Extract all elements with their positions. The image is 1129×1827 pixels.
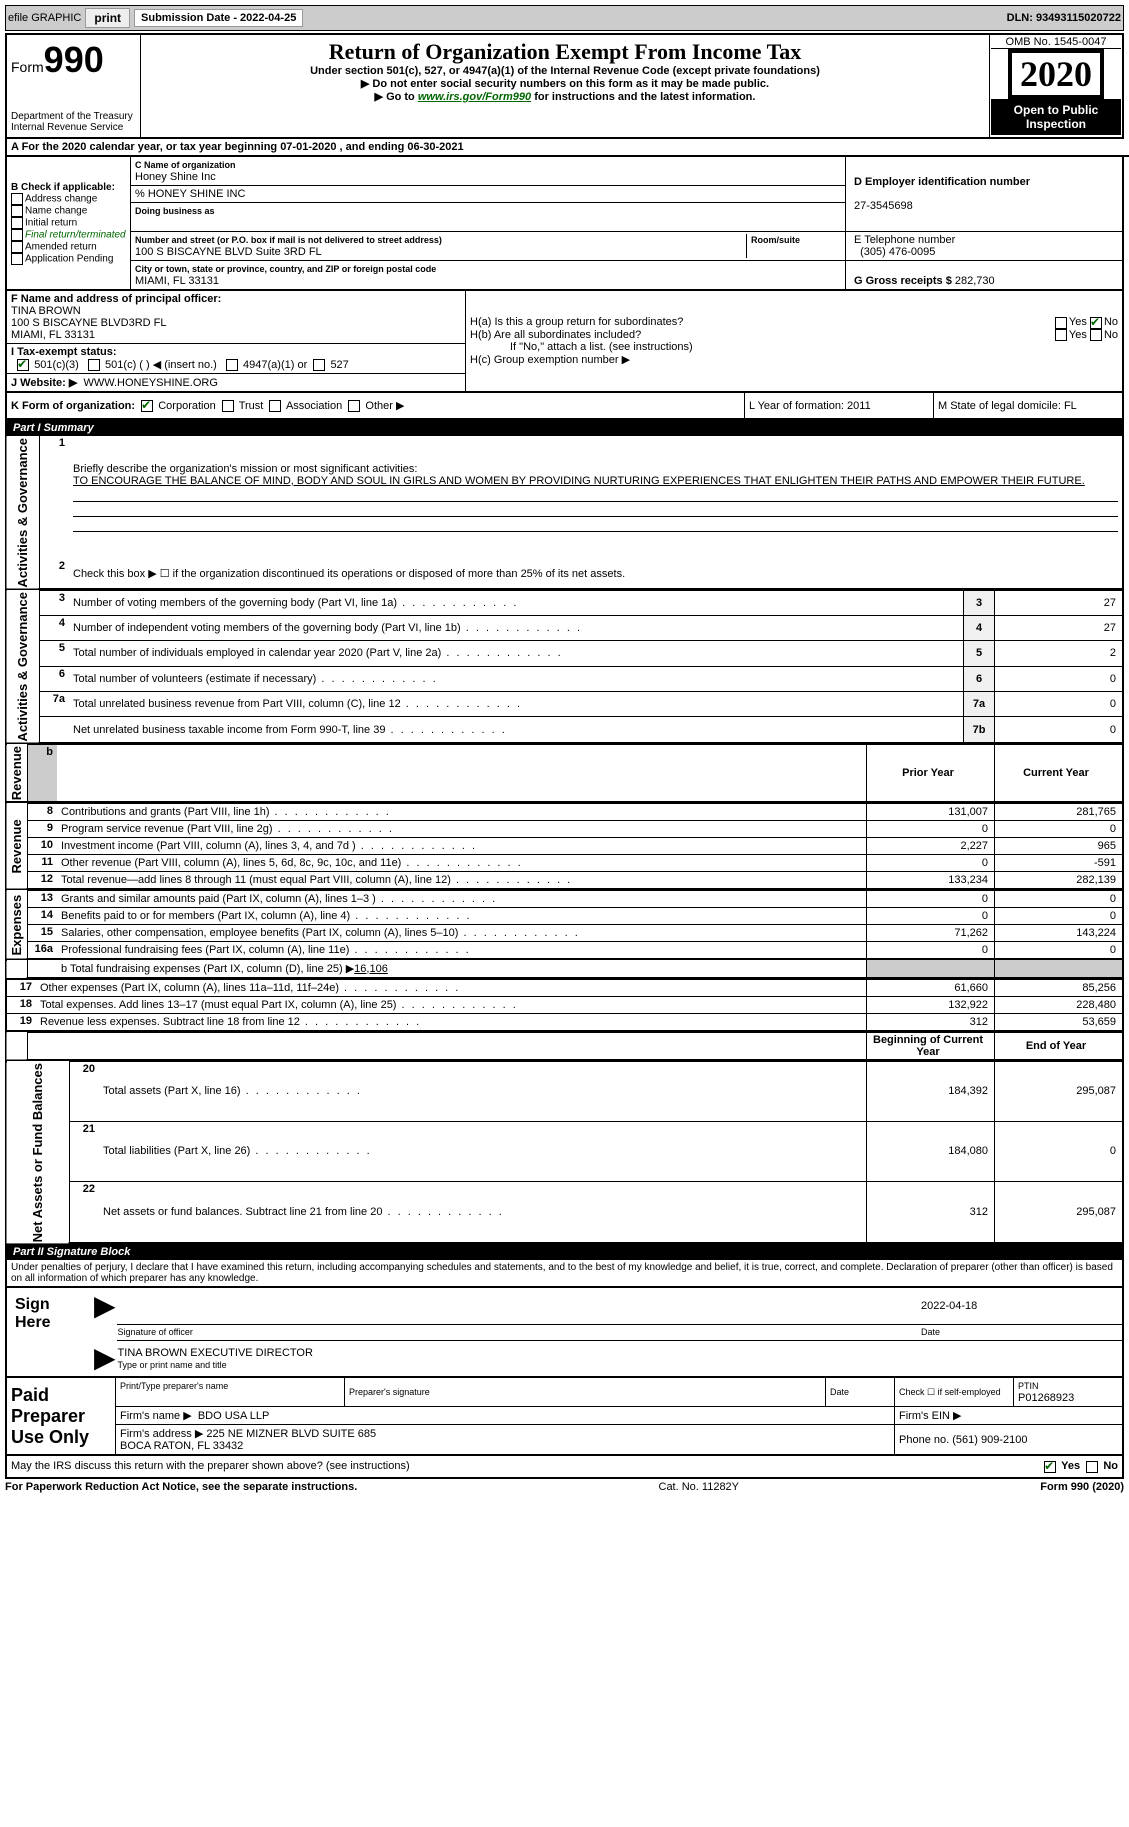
- table-row: 5Total number of individuals employed in…: [6, 641, 1123, 666]
- table-row: 7aTotal unrelated business revenue from …: [6, 691, 1123, 716]
- firm-phone: (561) 909-2100: [952, 1434, 1027, 1446]
- box-e: E Telephone number (305) 476-0095: [846, 232, 1124, 261]
- note-ssn: ▶ Do not enter social security numbers o…: [145, 77, 985, 90]
- entity-block: B Check if applicable: Address change Na…: [5, 157, 1124, 291]
- note-goto: ▶ Go to www.irs.gov/Form990 for instruct…: [145, 90, 985, 103]
- paid-preparer-label: Paid Preparer Use Only: [6, 1378, 116, 1455]
- table-row: Activities & Governance3Number of voting…: [6, 590, 1123, 615]
- efile-label: efile GRAPHIC: [8, 12, 81, 24]
- table-row: 6Total number of volunteers (estimate if…: [6, 666, 1123, 691]
- table-row: 21Total liabilities (Part X, line 26)184…: [6, 1121, 1123, 1181]
- gov-table: Activities & Governance3Number of voting…: [5, 590, 1124, 744]
- officer-block: F Name and address of principal officer:…: [5, 291, 1124, 393]
- tab-governance: Activities & Governance: [6, 436, 40, 589]
- line-l: L Year of formation: 2011: [745, 393, 934, 419]
- table-row: 10Investment income (Part VIII, column (…: [6, 837, 1123, 854]
- col-end: End of Year: [995, 1032, 1124, 1060]
- line-a: A For the 2020 calendar year, or tax yea…: [5, 139, 1129, 157]
- table-row: 16aProfessional fundraising fees (Part I…: [6, 941, 1123, 959]
- part1-body: Activities & Governance 1 Briefly descri…: [5, 436, 1124, 590]
- penalty-text: Under penalties of perjury, I declare th…: [5, 1260, 1124, 1288]
- officer-name: TINA BROWN EXECUTIVE DIRECTOR: [118, 1347, 313, 1359]
- line-j: J Website: ▶ WWW.HONEYSHINE.ORG: [6, 374, 466, 393]
- arrow-icon: ▶: [93, 1288, 117, 1324]
- irs-link[interactable]: www.irs.gov/Form990: [418, 91, 531, 103]
- firm-name: BDO USA LLP: [198, 1410, 270, 1422]
- table-row: 18Total expenses. Add lines 13–17 (must …: [6, 996, 1123, 1013]
- table-row: Net Assets or Fund Balances20Total asset…: [6, 1061, 1123, 1121]
- col-prior: Prior Year: [867, 744, 995, 801]
- box-h: H(a) Is this a group return for subordin…: [466, 291, 1124, 392]
- rev-table: Revenue8Contributions and grants (Part V…: [5, 803, 1124, 890]
- mission-text: TO ENCOURAGE THE BALANCE OF MIND, BODY A…: [73, 475, 1085, 487]
- line-2: Check this box ▶ ☐ if the organization d…: [69, 559, 1123, 589]
- table-row: 14Benefits paid to or for members (Part …: [6, 907, 1123, 924]
- ptin-value: P01268923: [1018, 1392, 1074, 1404]
- form-number: Form990: [11, 39, 136, 81]
- exp-table: Expenses13Grants and similar amounts pai…: [5, 890, 1124, 960]
- part2-header: Part II Signature Block: [5, 1244, 1124, 1260]
- table-row: 12Total revenue—add lines 8 through 11 (…: [6, 871, 1123, 889]
- box-b: B Check if applicable: Address change Na…: [6, 157, 131, 290]
- table-row: Revenue8Contributions and grants (Part V…: [6, 803, 1123, 820]
- submission-date: Submission Date - 2022-04-25: [134, 9, 303, 27]
- table-row: 4Number of independent voting members of…: [6, 616, 1123, 641]
- tab-revenue: Revenue: [6, 744, 28, 801]
- sign-date: 2022-04-18: [921, 1300, 1121, 1312]
- print-button[interactable]: print: [85, 8, 130, 28]
- box-c-addr: Number and street (or P.O. box if mail i…: [131, 232, 846, 261]
- tax-year: 2020: [1008, 49, 1104, 99]
- table-row: 9Program service revenue (Part VIII, lin…: [6, 820, 1123, 837]
- box-g: G Gross receipts $ 282,730: [846, 261, 1124, 291]
- col-beginning: Beginning of Current Year: [867, 1032, 995, 1060]
- self-employed-check[interactable]: Check ☐ if self-employed: [895, 1378, 1014, 1407]
- page-footer: For Paperwork Reduction Act Notice, see …: [5, 1481, 1124, 1493]
- paid-preparer-block: Paid Preparer Use Only Print/Type prepar…: [5, 1378, 1124, 1456]
- line-klm: K Form of organization: Corporation Trus…: [5, 393, 1124, 420]
- net-header: Beginning of Current Year End of Year: [5, 1032, 1124, 1061]
- table-row: Net unrelated business taxable income fr…: [6, 717, 1123, 743]
- table-row: 19Revenue less expenses. Subtract line 1…: [6, 1013, 1123, 1031]
- open-inspection: Open to Public Inspection: [991, 99, 1121, 135]
- col-current: Current Year: [995, 744, 1124, 801]
- box-c-name: C Name of organizationHoney Shine Inc % …: [131, 157, 846, 232]
- box-c-city: City or town, state or province, country…: [131, 261, 846, 291]
- box-d: D Employer identification number 27-3545…: [846, 157, 1124, 232]
- box-f: F Name and address of principal officer:…: [6, 291, 466, 344]
- form-title: Return of Organization Exempt From Incom…: [145, 39, 985, 65]
- table-row: 11Other revenue (Part VIII, column (A), …: [6, 854, 1123, 871]
- dln-label: DLN: 93493115020722: [1007, 12, 1121, 24]
- net-table: Net Assets or Fund Balances20Total asset…: [5, 1061, 1124, 1245]
- top-toolbar: efile GRAPHIC print Submission Date - 20…: [5, 5, 1124, 31]
- part1-header: Part I Summary: [5, 420, 1124, 436]
- exp2-table: 17Other expenses (Part IX, column (A), l…: [5, 979, 1124, 1032]
- omb-number: OMB No. 1545-0047: [991, 36, 1121, 49]
- dept-treasury: Department of the Treasury Internal Reve…: [11, 111, 136, 133]
- irs-discuss: May the IRS discuss this return with the…: [5, 1456, 1124, 1478]
- table-row: Expenses13Grants and similar amounts pai…: [6, 890, 1123, 907]
- sign-here-block: Sign Here ▶ 2022-04-18 Signature of offi…: [5, 1288, 1124, 1378]
- table-row: 15Salaries, other compensation, employee…: [6, 924, 1123, 941]
- arrow-icon: ▶: [93, 1340, 117, 1377]
- rev-header: Revenue b Prior Year Current Year: [5, 744, 1124, 803]
- form-header: Form990 Department of the Treasury Inter…: [5, 33, 1124, 139]
- line-k: K Form of organization: Corporation Trus…: [6, 393, 745, 419]
- table-row: 22Net assets or fund balances. Subtract …: [6, 1181, 1123, 1243]
- line-i: I Tax-exempt status: 501(c)(3) 501(c) ( …: [6, 344, 466, 374]
- sign-here-label: Sign Here: [6, 1288, 93, 1340]
- table-row: 17Other expenses (Part IX, column (A), l…: [6, 979, 1123, 996]
- form-subtitle: Under section 501(c), 527, or 4947(a)(1)…: [145, 65, 985, 77]
- line-16b: b Total fundraising expenses (Part IX, c…: [5, 960, 1124, 979]
- line-m: M State of legal domicile: FL: [934, 393, 1124, 419]
